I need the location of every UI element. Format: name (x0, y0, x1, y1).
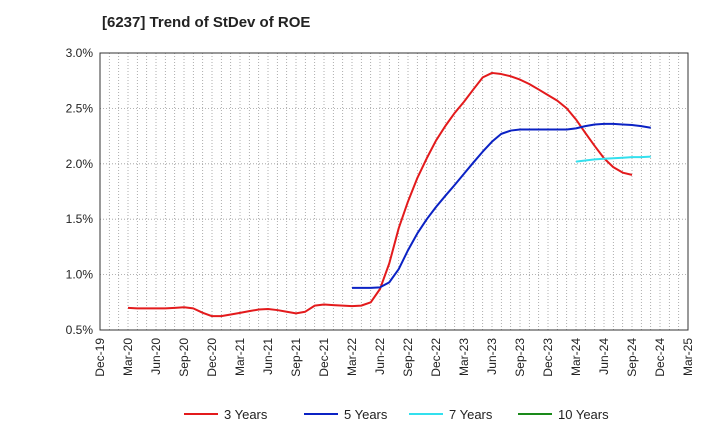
y-tick-label: 3.0% (66, 46, 94, 60)
x-tick-label: Sep-23 (513, 338, 527, 377)
chart-title: [6237] Trend of StDev of ROE (102, 14, 311, 31)
y-tick-label: 1.5% (66, 212, 94, 226)
x-tick-label: Mar-20 (121, 338, 135, 376)
x-tick-label: Jun-20 (149, 338, 163, 375)
y-tick-label: 2.0% (66, 157, 94, 171)
series-group (127, 71, 651, 318)
x-tick-label: Mar-25 (681, 338, 695, 376)
x-tick-label: Jun-23 (485, 338, 499, 375)
x-tick-label: Jun-24 (597, 338, 611, 375)
x-tick-label: Mar-22 (345, 338, 359, 376)
y-tick-label: 1.0% (66, 268, 94, 282)
x-tick-label: Mar-23 (457, 338, 471, 376)
y-tick-label: 2.5% (66, 101, 94, 115)
x-tick-label: Jun-21 (261, 338, 275, 375)
x-tick-label: Mar-24 (569, 338, 583, 376)
x-tick-label: Dec-24 (653, 338, 667, 377)
x-tick-label: Sep-20 (177, 338, 191, 377)
y-tick-label: 0.5% (66, 323, 94, 337)
legend-label: 5 Years (344, 407, 388, 422)
legend-label: 7 Years (449, 407, 493, 422)
series-line-7-years (575, 155, 651, 163)
y-axis: 0.5% 1.0% 1.5% 2.0% 2.5% 3.0% (66, 46, 94, 337)
x-tick-label: Sep-21 (289, 338, 303, 377)
x-tick-label: Dec-22 (429, 338, 443, 377)
x-tick-label: Dec-20 (205, 338, 219, 377)
x-tick-label: Dec-23 (541, 338, 555, 377)
legend-label: 3 Years (224, 407, 268, 422)
x-tick-label: Dec-21 (317, 338, 331, 377)
x-tick-label: Jun-22 (373, 338, 387, 375)
series-line-5-years (352, 122, 651, 289)
x-tick-label: Dec-19 (93, 338, 107, 377)
x-tick-label: Mar-21 (233, 338, 247, 376)
legend: 3 Years 5 Years 7 Years 10 Years (184, 407, 609, 422)
legend-label: 10 Years (558, 407, 609, 422)
plot-area (99, 52, 689, 331)
x-tick-label: Sep-24 (625, 338, 639, 377)
x-axis: Dec-19 Mar-20 Jun-20 Sep-20 Dec-20 Mar-21 Jun-… (93, 338, 695, 377)
x-tick-label: Sep-22 (401, 338, 415, 377)
chart-grid (99, 52, 689, 331)
series-line-3-years (127, 71, 633, 318)
